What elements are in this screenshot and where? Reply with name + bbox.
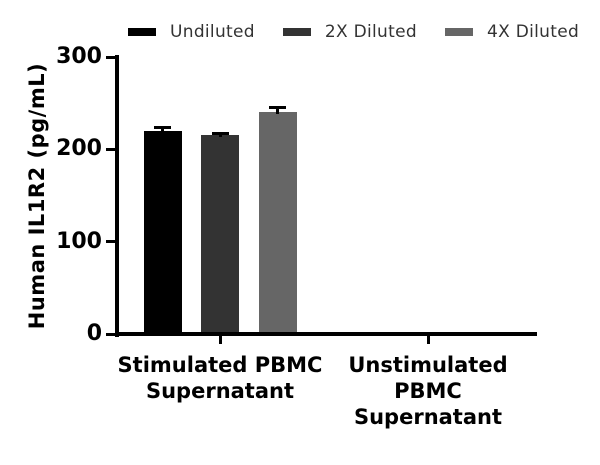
error-bar-stem [218,133,222,138]
chart-legend: Undiluted 2X Diluted 4X Diluted [128,22,579,42]
legend-swatch-undiluted-icon [128,28,156,36]
y-tick [106,332,115,336]
x-axis-line [115,332,537,336]
x-tick [218,336,222,344]
error-bar-stem [161,128,164,133]
y-tick-label: 0 [86,321,102,346]
x-tick [426,336,430,344]
legend-item-2x-diluted: 2X Diluted [282,22,417,42]
legend-swatch-2x-diluted-icon [282,28,311,36]
error-bar-cap [211,131,229,135]
legend-label-4x-diluted: 4X Diluted [486,22,580,42]
y-tick-label: 200 [56,136,102,162]
x-category-label: Stimulated PBMC Supernatant [117,353,323,403]
error-bar-cap [269,105,286,109]
y-tick [106,147,115,151]
error-bar-stem [276,107,279,115]
legend-swatch-4x-diluted-icon [444,28,473,36]
bar-undiluted-cat0 [143,130,182,336]
bar-4x-diluted-cat0 [258,112,297,336]
legend-label-undiluted: Undiluted [170,22,255,42]
legend-item-4x-diluted: 4X Diluted [444,22,580,42]
error-bar-cap [154,126,171,130]
bar-2x-diluted-cat0 [201,135,239,336]
legend-item-undiluted: Undiluted [128,22,255,42]
legend-label-2x-diluted: 2X Diluted [324,22,417,42]
y-axis-line [115,55,119,337]
y-tick-label: 100 [56,228,102,254]
y-tick-label: 300 [56,44,102,69]
y-tick [106,55,115,59]
y-tick [106,240,115,244]
x-category-label: Unstimulated PBMC Supernatant [348,353,508,429]
